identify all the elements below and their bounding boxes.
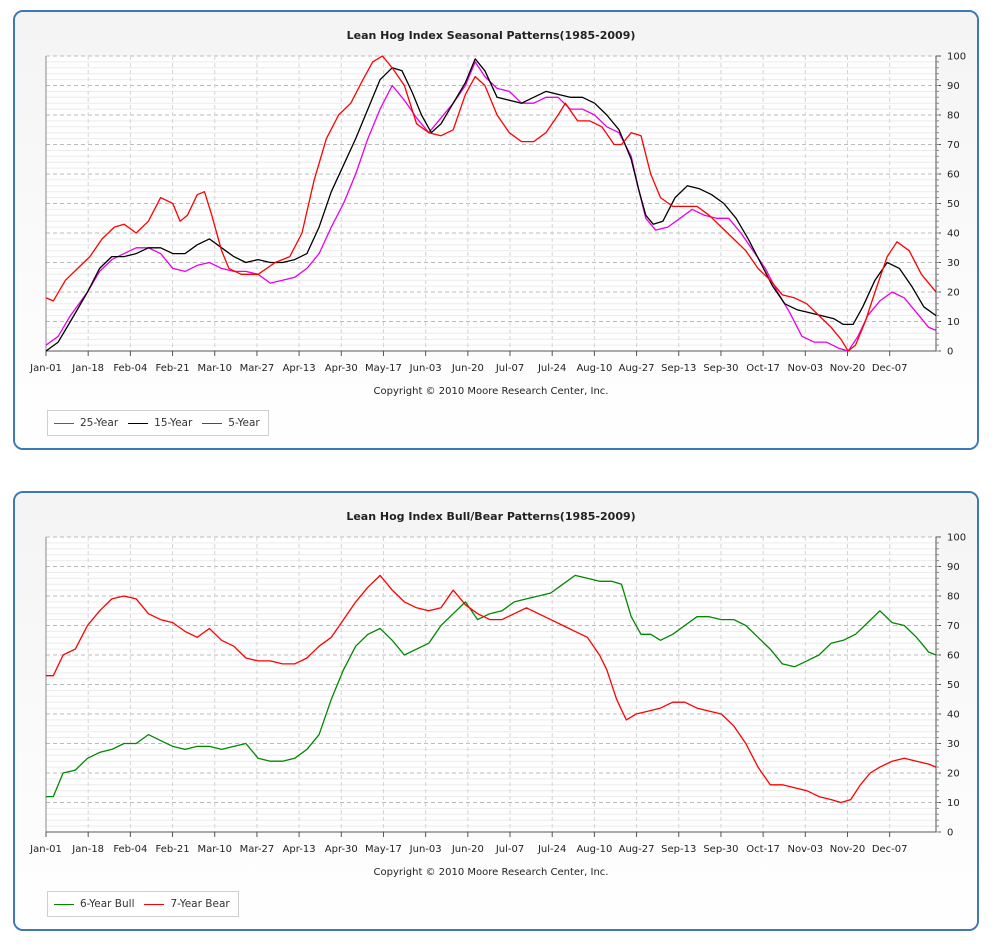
legend-label: 25-Year <box>80 417 119 429</box>
y-tick-label: 30 <box>947 739 960 750</box>
x-tick-label: Nov-03 <box>788 363 824 374</box>
x-tick-label: Jul-07 <box>495 844 524 855</box>
x-tick-label: Aug-27 <box>619 363 655 374</box>
legend-swatch <box>54 422 74 424</box>
x-tick-label: Jan-01 <box>29 363 62 374</box>
x-tick-label: Sep-30 <box>703 844 738 855</box>
y-tick-label: 0 <box>947 828 953 839</box>
x-tick-label: May-17 <box>365 844 402 855</box>
seasonal-legend: 25-Year 15-Year 5-Year <box>47 410 269 436</box>
legend-swatch <box>144 903 165 905</box>
legend-item-6-year-bull[interactable]: 6-Year Bull <box>54 898 134 910</box>
y-tick-label: 10 <box>947 798 960 809</box>
x-tick-label: Jun-20 <box>451 844 484 855</box>
legend-swatch <box>54 903 74 905</box>
x-tick-label: Feb-21 <box>156 363 190 374</box>
legend-label: 15-Year <box>154 417 193 429</box>
x-tick-label: Mar-27 <box>240 844 275 855</box>
y-tick-label: 50 <box>947 199 960 210</box>
legend-item-5-year[interactable]: 5-Year <box>202 417 260 429</box>
x-tick-label: Sep-13 <box>661 844 696 855</box>
x-tick-label: Nov-03 <box>788 844 824 855</box>
x-tick-label: Dec-07 <box>872 363 908 374</box>
x-tick-label: Apr-13 <box>283 844 316 855</box>
x-tick-label: Mar-10 <box>197 363 232 374</box>
y-tick-label: 50 <box>947 680 960 691</box>
bull-bear-chart: Lean Hog Index Bull/Bear Patterns(1985-2… <box>15 493 977 929</box>
x-tick-label: Oct-17 <box>746 363 780 374</box>
y-tick-label: 40 <box>947 710 960 721</box>
legend-item-15-year[interactable]: 15-Year <box>128 417 192 429</box>
x-tick-label: Apr-30 <box>325 844 358 855</box>
legend-label: 5-Year <box>228 417 260 429</box>
x-tick-label: Aug-10 <box>576 363 612 374</box>
x-tick-label: Feb-04 <box>113 363 147 374</box>
x-tick-label: Jul-24 <box>537 844 566 855</box>
legend-label: 6-Year Bull <box>80 898 135 910</box>
seasonal-chart-panel: Lean Hog Index Seasonal Patterns(1985-20… <box>13 10 979 450</box>
y-tick-label: 80 <box>947 111 960 122</box>
y-tick-label: 40 <box>947 229 960 240</box>
series-line-25-year <box>45 61 937 352</box>
y-tick-label: 80 <box>947 592 960 603</box>
series-line-6-year-bull <box>46 574 937 798</box>
x-tick-label: Feb-04 <box>113 844 147 855</box>
bull-bear-legend: 6-Year Bull 7-Year Bear <box>47 891 239 917</box>
x-tick-label: Jul-07 <box>495 363 524 374</box>
y-tick-label: 30 <box>947 258 960 269</box>
legend-item-7-year-bear[interactable]: 7-Year Bear <box>144 898 230 910</box>
y-tick-label: 100 <box>947 52 966 63</box>
x-tick-label: Apr-30 <box>325 363 358 374</box>
y-tick-label: 70 <box>947 621 960 632</box>
x-tick-label: Aug-27 <box>619 844 655 855</box>
y-tick-label: 20 <box>947 769 960 780</box>
legend-swatch <box>202 422 223 424</box>
x-tick-label: Jan-01 <box>29 844 62 855</box>
x-tick-label: Jan-18 <box>71 844 104 855</box>
y-tick-label: 60 <box>947 651 960 662</box>
x-tick-label: Jun-03 <box>409 363 442 374</box>
x-tick-label: Sep-30 <box>703 363 738 374</box>
chart-title: Lean Hog Index Bull/Bear Patterns(1985-2… <box>346 510 635 523</box>
x-tick-label: Apr-13 <box>283 363 316 374</box>
x-tick-label: Dec-07 <box>872 844 908 855</box>
chart-copyright: Copyright © 2010 Moore Research Center, … <box>374 867 609 878</box>
series-line-15-year <box>45 58 937 352</box>
bull-bear-chart-panel: Lean Hog Index Bull/Bear Patterns(1985-2… <box>13 491 979 931</box>
x-tick-label: Feb-21 <box>156 844 190 855</box>
x-tick-label: Jun-03 <box>409 844 442 855</box>
y-tick-label: 90 <box>947 562 960 573</box>
y-tick-label: 20 <box>947 288 960 299</box>
legend-swatch <box>128 422 149 424</box>
x-tick-label: Sep-13 <box>661 363 696 374</box>
x-tick-label: Aug-10 <box>576 844 612 855</box>
x-tick-label: Mar-27 <box>240 363 275 374</box>
y-tick-label: 100 <box>947 533 966 544</box>
legend-label: 7-Year Bear <box>170 898 230 910</box>
x-tick-label: Oct-17 <box>746 844 780 855</box>
y-tick-label: 0 <box>947 347 953 358</box>
chart-copyright: Copyright © 2010 Moore Research Center, … <box>374 386 609 397</box>
x-tick-label: Jul-24 <box>537 363 566 374</box>
x-tick-label: Mar-10 <box>197 844 232 855</box>
y-tick-label: 10 <box>947 317 960 328</box>
legend-item-25-year[interactable]: 25-Year <box>54 417 118 429</box>
series-line-7-year-bear <box>46 574 937 804</box>
x-tick-label: Jan-18 <box>71 363 104 374</box>
y-tick-label: 60 <box>947 170 960 181</box>
x-tick-label: Nov-20 <box>830 844 866 855</box>
x-tick-label: May-17 <box>365 363 402 374</box>
y-tick-label: 70 <box>947 140 960 151</box>
x-tick-label: Jun-20 <box>451 363 484 374</box>
x-tick-label: Nov-20 <box>830 363 866 374</box>
series-line-5-year <box>45 55 937 352</box>
y-tick-label: 90 <box>947 81 960 92</box>
chart-title: Lean Hog Index Seasonal Patterns(1985-20… <box>347 29 636 42</box>
seasonal-chart: Lean Hog Index Seasonal Patterns(1985-20… <box>15 12 977 448</box>
